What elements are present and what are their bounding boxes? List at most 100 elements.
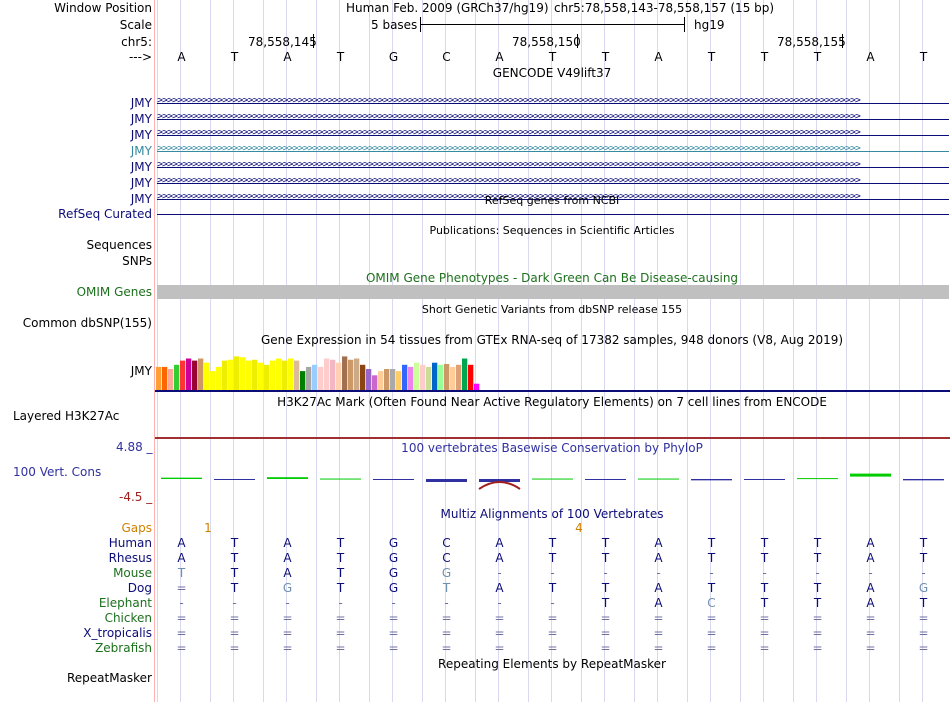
gtex-tissue-bar[interactable]	[402, 364, 408, 390]
gtex-label[interactable]: JMY	[130, 364, 152, 378]
gtex-tissue-bar[interactable]	[162, 366, 168, 390]
phylop-score-bar[interactable]	[850, 473, 891, 477]
species-label[interactable]: Elephant	[98, 596, 152, 610]
gtex-tissue-bar[interactable]	[210, 371, 216, 390]
gtex-tissue-bar[interactable]	[444, 363, 450, 390]
gencode-transcript-label[interactable]: JMY	[130, 160, 152, 174]
gtex-tissue-bar[interactable]	[414, 362, 420, 390]
gtex-bar-chart[interactable]	[155, 346, 950, 392]
species-label[interactable]: Mouse	[113, 566, 152, 580]
gtex-tissue-bar[interactable]	[432, 362, 438, 390]
gencode-transcript-line[interactable]: >>>>>>>>>>>>>>>>>>>>>>>>>>>>>>>>>>>>>>>>…	[157, 162, 949, 173]
gtex-tissue-bar[interactable]	[312, 364, 318, 390]
gtex-tissue-bar[interactable]	[336, 362, 342, 390]
omim-title[interactable]: OMIM Gene Phenotypes - Dark Green Can Be…	[365, 271, 739, 285]
phylop-plot[interactable]	[155, 455, 950, 505]
gtex-tissue-bar[interactable]	[372, 375, 378, 390]
gtex-tissue-bar[interactable]	[180, 360, 186, 390]
gencode-transcript-label[interactable]: JMY	[130, 128, 152, 142]
phylop-negative-peak[interactable]	[478, 481, 521, 490]
gtex-tissue-bar[interactable]	[438, 364, 444, 390]
refseq-label[interactable]: RefSeq Curated	[58, 207, 152, 221]
dbsnp-title[interactable]: Short Genetic Variants from dbSNP releas…	[421, 303, 683, 316]
phylop-score-bar[interactable]	[479, 479, 520, 482]
gtex-tissue-bar[interactable]	[408, 366, 414, 390]
gencode-transcript-line[interactable]: >>>>>>>>>>>>>>>>>>>>>>>>>>>>>>>>>>>>>>>>…	[157, 178, 949, 189]
gencode-transcript-label[interactable]: JMY	[130, 96, 152, 110]
gtex-tissue-bar[interactable]	[168, 369, 174, 390]
gtex-tissue-bar[interactable]	[342, 356, 348, 390]
species-label[interactable]: Zebrafish	[95, 641, 152, 655]
gtex-tissue-bar[interactable]	[468, 364, 474, 390]
publications-snps-label[interactable]: SNPs	[122, 254, 152, 268]
phylop-score-bar[interactable]	[426, 479, 467, 482]
gtex-tissue-bar[interactable]	[252, 359, 258, 390]
gtex-tissue-bar[interactable]	[234, 356, 240, 390]
phylop-score-bar[interactable]	[797, 478, 838, 480]
omim-label[interactable]: OMIM Genes	[76, 285, 152, 299]
gtex-tissue-bar[interactable]	[264, 364, 270, 390]
gtex-tissue-bar[interactable]	[192, 360, 198, 390]
gtex-tissue-bar[interactable]	[300, 371, 306, 390]
gencode-title[interactable]: GENCODE V49lift37	[492, 66, 612, 80]
gtex-tissue-bar[interactable]	[450, 366, 456, 390]
phylop-score-bar[interactable]	[638, 478, 679, 480]
publications-title[interactable]: Publications: Sequences in Scientific Ar…	[429, 224, 675, 237]
gtex-tissue-bar[interactable]	[174, 364, 180, 390]
phylop-score-bar[interactable]	[161, 477, 202, 479]
phylop-title[interactable]: 100 vertebrates Basewise Conservation by…	[401, 441, 703, 455]
phylop-label[interactable]: 100 Vert. Cons	[13, 465, 102, 479]
gencode-transcript-line[interactable]: >>>>>>>>>>>>>>>>>>>>>>>>>>>>>>>>>>>>>>>>…	[157, 194, 949, 205]
gtex-tissue-bar[interactable]	[324, 358, 330, 391]
publications-sequences-label[interactable]: Sequences	[86, 238, 152, 252]
species-label[interactable]: X_tropicalis	[83, 626, 152, 640]
phylop-score-bar[interactable]	[532, 478, 573, 480]
gtex-tissue-bar[interactable]	[456, 364, 462, 390]
gtex-tissue-bar[interactable]	[306, 366, 312, 390]
gtex-tissue-bar[interactable]	[222, 360, 228, 390]
gtex-tissue-bar[interactable]	[318, 366, 324, 390]
phylop-score-bar[interactable]	[320, 478, 361, 480]
gtex-tissue-bar[interactable]	[378, 371, 384, 390]
species-label[interactable]: Rhesus	[108, 551, 152, 565]
phylop-score-bar[interactable]	[903, 479, 944, 481]
species-label[interactable]: Dog	[127, 581, 152, 595]
gencode-transcript-label[interactable]: JMY	[130, 112, 152, 126]
multiz-title[interactable]: Multiz Alignments of 100 Vertebrates	[440, 507, 664, 521]
gtex-tissue-bar[interactable]	[462, 358, 468, 391]
gtex-tissue-bar[interactable]	[354, 358, 360, 391]
gtex-tissue-bar[interactable]	[156, 366, 162, 390]
gtex-tissue-bar[interactable]	[348, 359, 354, 390]
h3k27ac-title[interactable]: H3K27Ac Mark (Often Found Near Active Re…	[277, 395, 827, 409]
species-label[interactable]: Chicken	[104, 611, 152, 625]
gtex-tissue-bar[interactable]	[330, 359, 336, 390]
gencode-transcript-label[interactable]: JMY	[130, 144, 152, 158]
phylop-score-bar[interactable]	[691, 479, 732, 481]
gtex-tissue-bar[interactable]	[288, 358, 294, 391]
gtex-tissue-bar[interactable]	[294, 360, 300, 390]
gtex-tissue-bar[interactable]	[390, 369, 396, 390]
gtex-tissue-bar[interactable]	[198, 358, 204, 391]
assembly-title[interactable]: Human Feb. 2009 (GRCh37/hg19)	[346, 1, 549, 15]
phylop-score-bar[interactable]	[373, 479, 414, 480]
gtex-tissue-bar[interactable]	[204, 362, 210, 390]
gtex-tissue-bar[interactable]	[282, 360, 288, 390]
h3k27ac-label[interactable]: Layered H3K27Ac	[13, 409, 120, 423]
repeatmasker-title[interactable]: Repeating Elements by RepeatMasker	[438, 657, 666, 671]
dbsnp-label[interactable]: Common dbSNP(155)	[22, 316, 152, 330]
gtex-tissue-bar[interactable]	[276, 358, 282, 391]
gtex-tissue-bar[interactable]	[246, 360, 252, 390]
gtex-tissue-bar[interactable]	[270, 360, 276, 390]
gtex-tissue-bar[interactable]	[240, 357, 246, 390]
gtex-tissue-bar[interactable]	[420, 364, 426, 390]
phylop-score-bar[interactable]	[744, 479, 785, 480]
gencode-transcript-label[interactable]: JMY	[130, 176, 152, 190]
gtex-tissue-bar[interactable]	[366, 369, 372, 390]
gtex-title[interactable]: Gene Expression in 54 tissues from GTEx …	[260, 333, 844, 347]
gtex-tissue-bar[interactable]	[474, 383, 480, 390]
repeatmasker-label[interactable]: RepeatMasker	[66, 671, 152, 685]
refseq-gene-line[interactable]	[157, 214, 949, 215]
gencode-transcript-line[interactable]: >>>>>>>>>>>>>>>>>>>>>>>>>>>>>>>>>>>>>>>>…	[157, 146, 949, 157]
phylop-score-bar[interactable]	[214, 479, 255, 480]
gtex-tissue-bar[interactable]	[360, 364, 366, 390]
